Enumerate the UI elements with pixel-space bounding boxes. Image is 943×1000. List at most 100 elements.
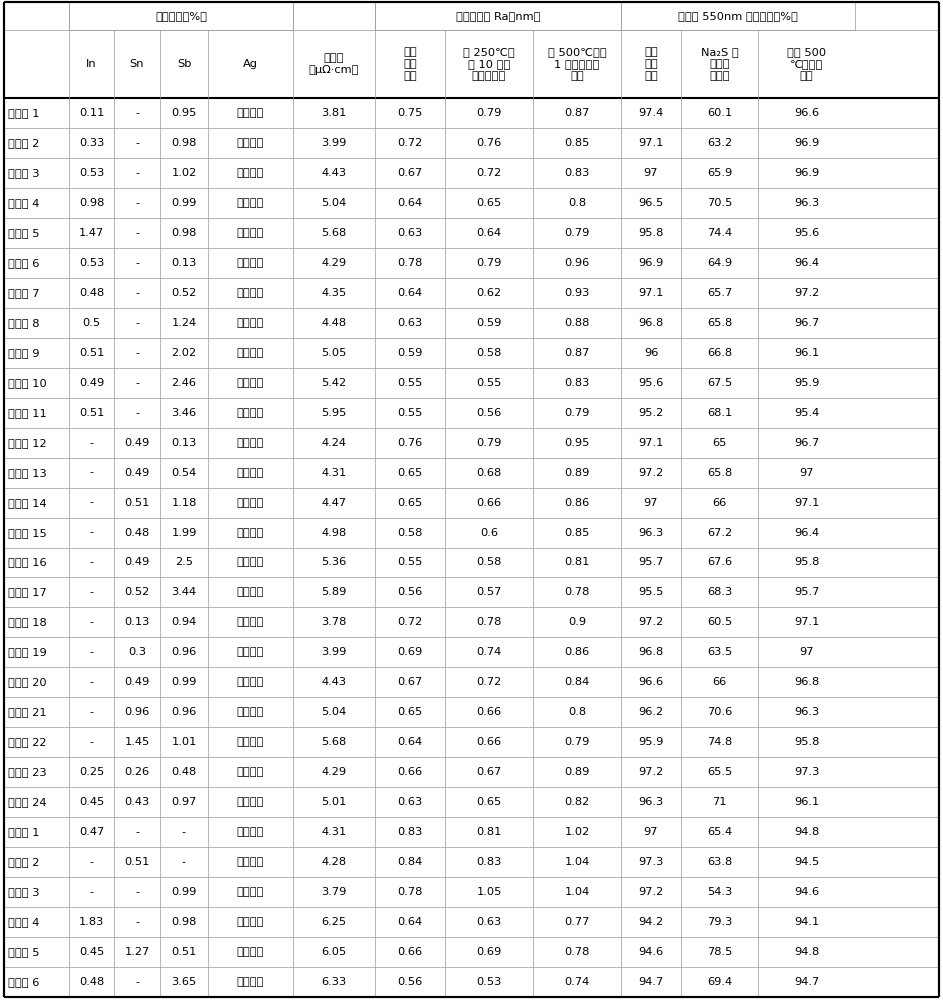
Text: 0.56: 0.56 <box>397 977 422 987</box>
Text: 94.6: 94.6 <box>638 947 664 957</box>
Text: 96.5: 96.5 <box>638 198 664 208</box>
Text: 0.79: 0.79 <box>476 438 502 448</box>
Text: 0.45: 0.45 <box>79 947 104 957</box>
Text: 0.49: 0.49 <box>79 378 104 388</box>
Text: -: - <box>182 857 186 867</box>
Text: 0.98: 0.98 <box>79 198 104 208</box>
Text: 0.13: 0.13 <box>172 258 197 268</box>
Text: 97: 97 <box>644 498 658 508</box>
Text: 剩余部分: 剩余部分 <box>237 318 264 328</box>
Text: 4.31: 4.31 <box>322 827 347 837</box>
Text: 剩余部分: 剩余部分 <box>237 228 264 238</box>
Text: 0.53: 0.53 <box>79 258 104 268</box>
Text: 5.68: 5.68 <box>322 737 347 747</box>
Text: 0.53: 0.53 <box>476 977 502 987</box>
Text: 0.5: 0.5 <box>82 318 101 328</box>
Text: 97.2: 97.2 <box>794 288 819 298</box>
Text: 94.7: 94.7 <box>794 977 819 987</box>
Text: 4.29: 4.29 <box>322 258 347 268</box>
Text: 实施例 24: 实施例 24 <box>8 797 46 807</box>
Text: 剩余部分: 剩余部分 <box>237 378 264 388</box>
Text: 1.04: 1.04 <box>564 887 589 897</box>
Text: 71: 71 <box>712 797 727 807</box>
Text: 1.47: 1.47 <box>79 228 104 238</box>
Text: 0.99: 0.99 <box>172 887 197 897</box>
Text: 剩余部分: 剩余部分 <box>237 138 264 148</box>
Text: 剩余部分: 剩余部分 <box>237 468 264 478</box>
Text: 97: 97 <box>644 168 658 178</box>
Text: 97.1: 97.1 <box>638 138 664 148</box>
Text: -: - <box>135 408 139 418</box>
Text: 比较例 2: 比较例 2 <box>8 857 40 867</box>
Text: 刚刚
成膜
之后: 刚刚 成膜 之后 <box>644 47 658 81</box>
Text: 4.31: 4.31 <box>322 468 347 478</box>
Text: -: - <box>135 827 139 837</box>
Text: 0.89: 0.89 <box>564 468 589 478</box>
Text: 0.11: 0.11 <box>79 108 104 118</box>
Text: 69.4: 69.4 <box>707 977 732 987</box>
Text: 4.98: 4.98 <box>322 528 347 538</box>
Text: 96.9: 96.9 <box>638 258 664 268</box>
Text: 65: 65 <box>712 438 727 448</box>
Text: 3.79: 3.79 <box>322 887 347 897</box>
Text: 0.72: 0.72 <box>476 168 502 178</box>
Text: 1.45: 1.45 <box>124 737 150 747</box>
Text: 0.76: 0.76 <box>397 438 422 448</box>
Text: 刚刚
成膜
之后: 刚刚 成膜 之后 <box>403 47 417 81</box>
Text: 0.72: 0.72 <box>397 138 422 148</box>
Text: 0.74: 0.74 <box>476 647 502 657</box>
Text: -: - <box>135 228 139 238</box>
Text: 0.79: 0.79 <box>564 408 589 418</box>
Text: 67.6: 67.6 <box>707 557 732 567</box>
Text: 0.86: 0.86 <box>564 498 589 508</box>
Text: 剩余部分: 剩余部分 <box>237 887 264 897</box>
Text: 0.33: 0.33 <box>79 138 104 148</box>
Text: 0.55: 0.55 <box>397 557 422 567</box>
Text: 96.3: 96.3 <box>794 707 819 717</box>
Text: 0.88: 0.88 <box>564 318 589 328</box>
Text: 95.7: 95.7 <box>794 587 819 597</box>
Text: 0.79: 0.79 <box>564 737 589 747</box>
Text: 5.04: 5.04 <box>322 707 347 717</box>
Text: 0.65: 0.65 <box>476 797 502 807</box>
Text: 6.05: 6.05 <box>322 947 347 957</box>
Text: 97.3: 97.3 <box>794 767 819 777</box>
Text: -: - <box>90 857 93 867</box>
Text: 0.78: 0.78 <box>397 258 422 268</box>
Text: 0.66: 0.66 <box>397 767 422 777</box>
Text: 0.85: 0.85 <box>564 138 589 148</box>
Text: 4.47: 4.47 <box>322 498 347 508</box>
Text: -: - <box>135 378 139 388</box>
Text: -: - <box>135 977 139 987</box>
Text: 以 250℃进
行 10 分钟
热处理之后: 以 250℃进 行 10 分钟 热处理之后 <box>463 47 515 81</box>
Text: 0.49: 0.49 <box>124 468 150 478</box>
Text: -: - <box>135 258 139 268</box>
Text: 63.5: 63.5 <box>707 647 732 657</box>
Text: 97: 97 <box>644 827 658 837</box>
Text: 65.5: 65.5 <box>707 767 732 777</box>
Text: 比较例 4: 比较例 4 <box>8 917 40 927</box>
Text: 4.29: 4.29 <box>322 767 347 777</box>
Text: 97.2: 97.2 <box>638 767 664 777</box>
Text: 95.6: 95.6 <box>794 228 819 238</box>
Text: 96.3: 96.3 <box>638 797 664 807</box>
Text: 70.6: 70.6 <box>707 707 732 717</box>
Text: 实施例 10: 实施例 10 <box>8 378 47 388</box>
Text: 0.51: 0.51 <box>79 348 104 358</box>
Text: 0.43: 0.43 <box>124 797 150 807</box>
Text: 剩余部分: 剩余部分 <box>237 767 264 777</box>
Text: 3.81: 3.81 <box>322 108 347 118</box>
Text: 0.51: 0.51 <box>124 498 150 508</box>
Text: 3.99: 3.99 <box>322 647 347 657</box>
Text: 1.99: 1.99 <box>172 528 197 538</box>
Text: 65.4: 65.4 <box>707 827 732 837</box>
Text: 95.6: 95.6 <box>638 378 664 388</box>
Text: 74.8: 74.8 <box>707 737 732 747</box>
Text: 0.57: 0.57 <box>476 587 502 597</box>
Text: 实施例 16: 实施例 16 <box>8 557 46 567</box>
Text: 6.33: 6.33 <box>322 977 347 987</box>
Text: 0.97: 0.97 <box>172 797 197 807</box>
Text: 0.49: 0.49 <box>124 677 150 687</box>
Text: 4.43: 4.43 <box>322 677 347 687</box>
Text: 2.46: 2.46 <box>172 378 196 388</box>
